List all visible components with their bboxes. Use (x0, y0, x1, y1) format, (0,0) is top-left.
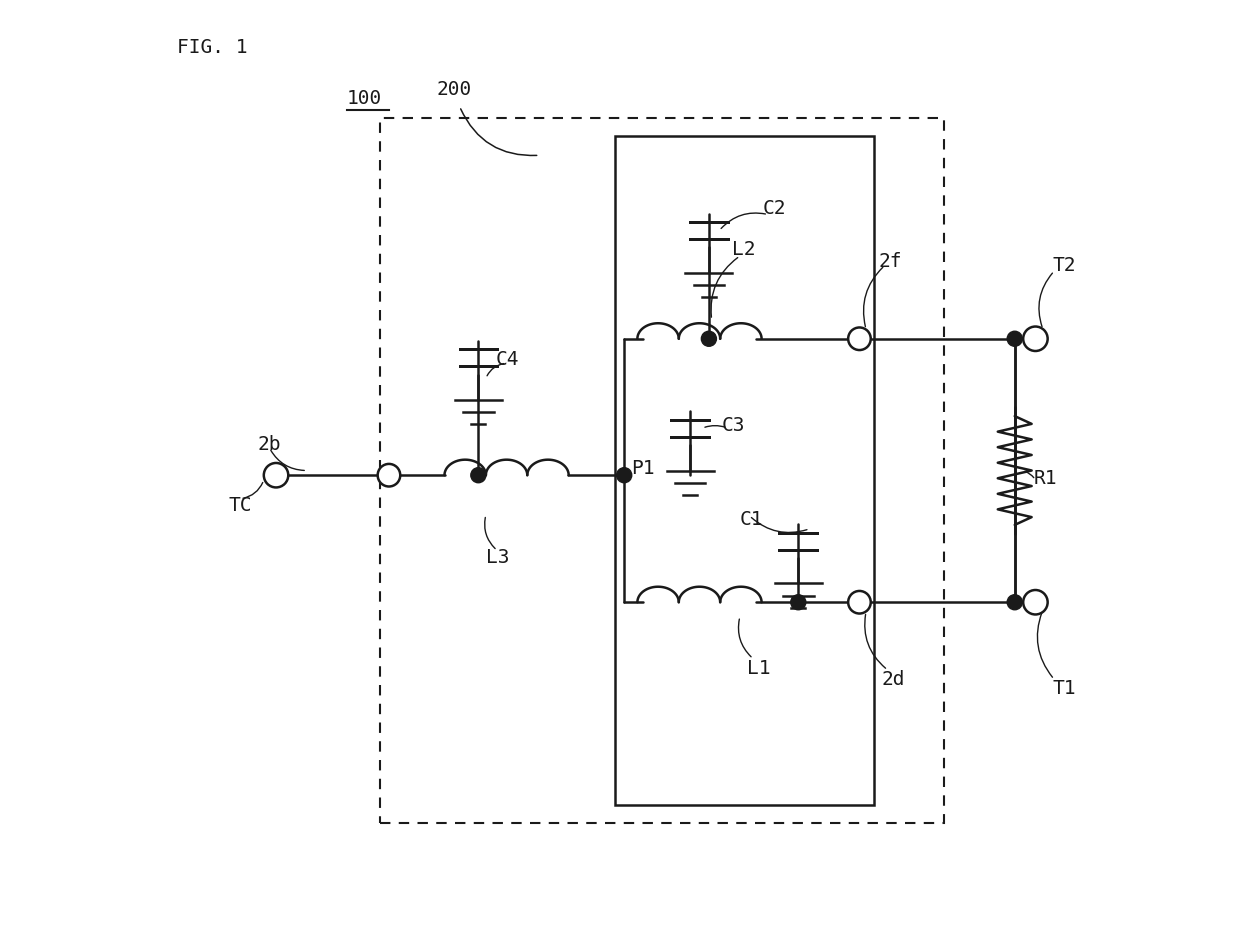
Circle shape (617, 468, 632, 483)
Text: L1: L1 (747, 659, 769, 678)
Text: 100: 100 (347, 89, 382, 108)
Circle shape (701, 331, 716, 346)
Text: L2: L2 (732, 240, 756, 259)
Circle shape (849, 591, 871, 614)
Circle shape (1023, 327, 1048, 351)
FancyArrowPatch shape (487, 363, 504, 375)
FancyArrowPatch shape (243, 483, 263, 498)
Circle shape (1007, 595, 1022, 610)
Text: T1: T1 (1052, 679, 1075, 698)
FancyArrowPatch shape (461, 109, 536, 155)
FancyArrowPatch shape (864, 267, 883, 327)
Text: T2: T2 (1052, 256, 1075, 275)
Text: C1: C1 (740, 510, 763, 529)
FancyArrowPatch shape (751, 518, 807, 533)
FancyArrowPatch shape (705, 425, 725, 427)
Text: C4: C4 (496, 350, 519, 369)
FancyArrowPatch shape (711, 258, 737, 317)
FancyArrowPatch shape (484, 518, 496, 549)
Bar (379, 118, 944, 823)
FancyArrowPatch shape (1040, 273, 1052, 327)
FancyArrowPatch shape (1037, 613, 1052, 678)
FancyArrowPatch shape (865, 614, 886, 668)
Text: L3: L3 (486, 548, 509, 566)
Text: 2f: 2f (878, 252, 902, 271)
Circle shape (790, 595, 805, 610)
FancyArrowPatch shape (721, 213, 766, 229)
Circle shape (1023, 590, 1048, 614)
Circle shape (264, 463, 289, 487)
Circle shape (471, 468, 486, 483)
Text: R1: R1 (1033, 469, 1057, 487)
Text: FIG. 1: FIG. 1 (177, 38, 248, 56)
Circle shape (1007, 331, 1022, 346)
Bar (615, 136, 873, 805)
Text: 2b: 2b (258, 435, 281, 454)
Text: 200: 200 (436, 80, 471, 99)
FancyArrowPatch shape (1025, 471, 1033, 478)
FancyArrowPatch shape (738, 619, 751, 657)
Circle shape (849, 327, 871, 350)
FancyArrowPatch shape (271, 451, 305, 470)
Circle shape (378, 464, 400, 486)
Text: 2d: 2d (881, 670, 904, 689)
Text: TC: TC (229, 496, 253, 515)
Text: P1: P1 (631, 459, 654, 478)
Text: C2: C2 (762, 199, 786, 218)
Text: C3: C3 (721, 416, 745, 435)
